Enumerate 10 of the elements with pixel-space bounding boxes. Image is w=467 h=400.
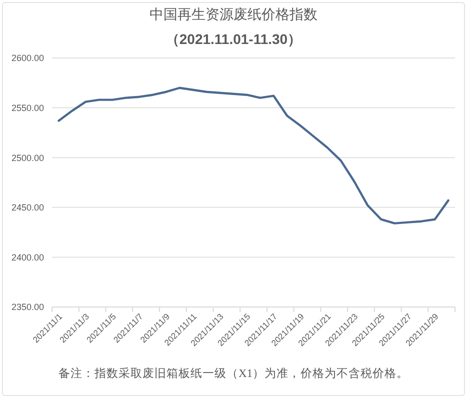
y-tick-label: 2600.00 — [11, 53, 44, 64]
chart-subtitle: （2021.11.01-11.30） — [164, 30, 303, 48]
line-series — [58, 86, 450, 224]
text: 备注：指数采取废旧箱板纸一级（X1）为准，价格为不含税价格。 — [57, 366, 410, 382]
y-tick-label: 2500.00 — [11, 152, 44, 163]
y-tick-label: 2350.00 — [11, 302, 44, 312]
y-tick-label: 2550.00 — [11, 102, 44, 113]
y-tick-label: 2450.00 — [11, 202, 44, 213]
chart-title: 中国再生资源废纸价格指数 — [148, 7, 318, 25]
y-tick-label: 2400.00 — [11, 252, 44, 262]
